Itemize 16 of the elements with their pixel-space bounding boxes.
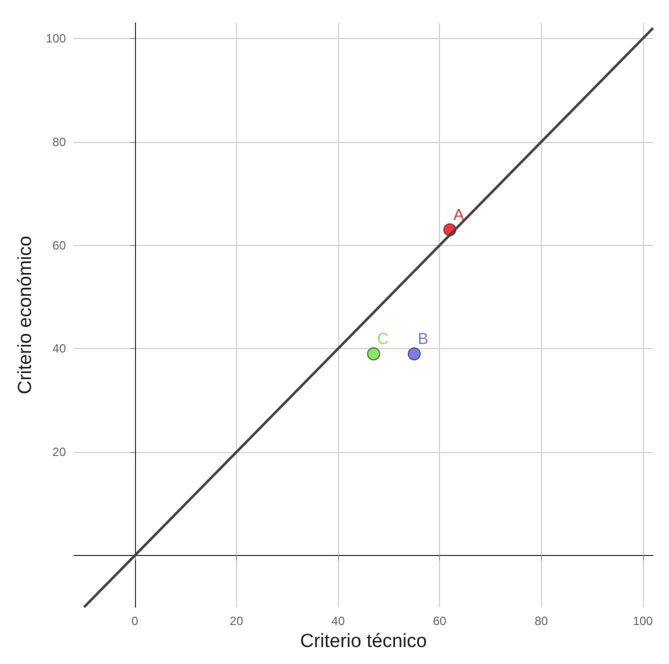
series-label: B <box>418 330 428 348</box>
series-label: C <box>377 330 389 348</box>
x-axis-title: Criterio técnico <box>300 631 427 652</box>
y-tick-label: 20 <box>52 445 66 460</box>
y-tick-label: 80 <box>52 134 66 149</box>
y-tick-label: 40 <box>52 342 66 356</box>
x-tick-label: 0 <box>132 614 139 628</box>
x-tick-label: 40 <box>331 614 346 628</box>
y-tick-label: 100 <box>46 32 66 46</box>
series-label: A <box>453 206 464 224</box>
x-tick-label: 20 <box>230 614 244 628</box>
x-tick-label: 100 <box>632 614 654 628</box>
x-tick-label: 80 <box>534 614 548 628</box>
y-axis-title: Criterio económico <box>15 236 36 394</box>
x-tick-label: 60 <box>432 614 447 628</box>
y-tick-label: 60 <box>52 238 66 252</box>
